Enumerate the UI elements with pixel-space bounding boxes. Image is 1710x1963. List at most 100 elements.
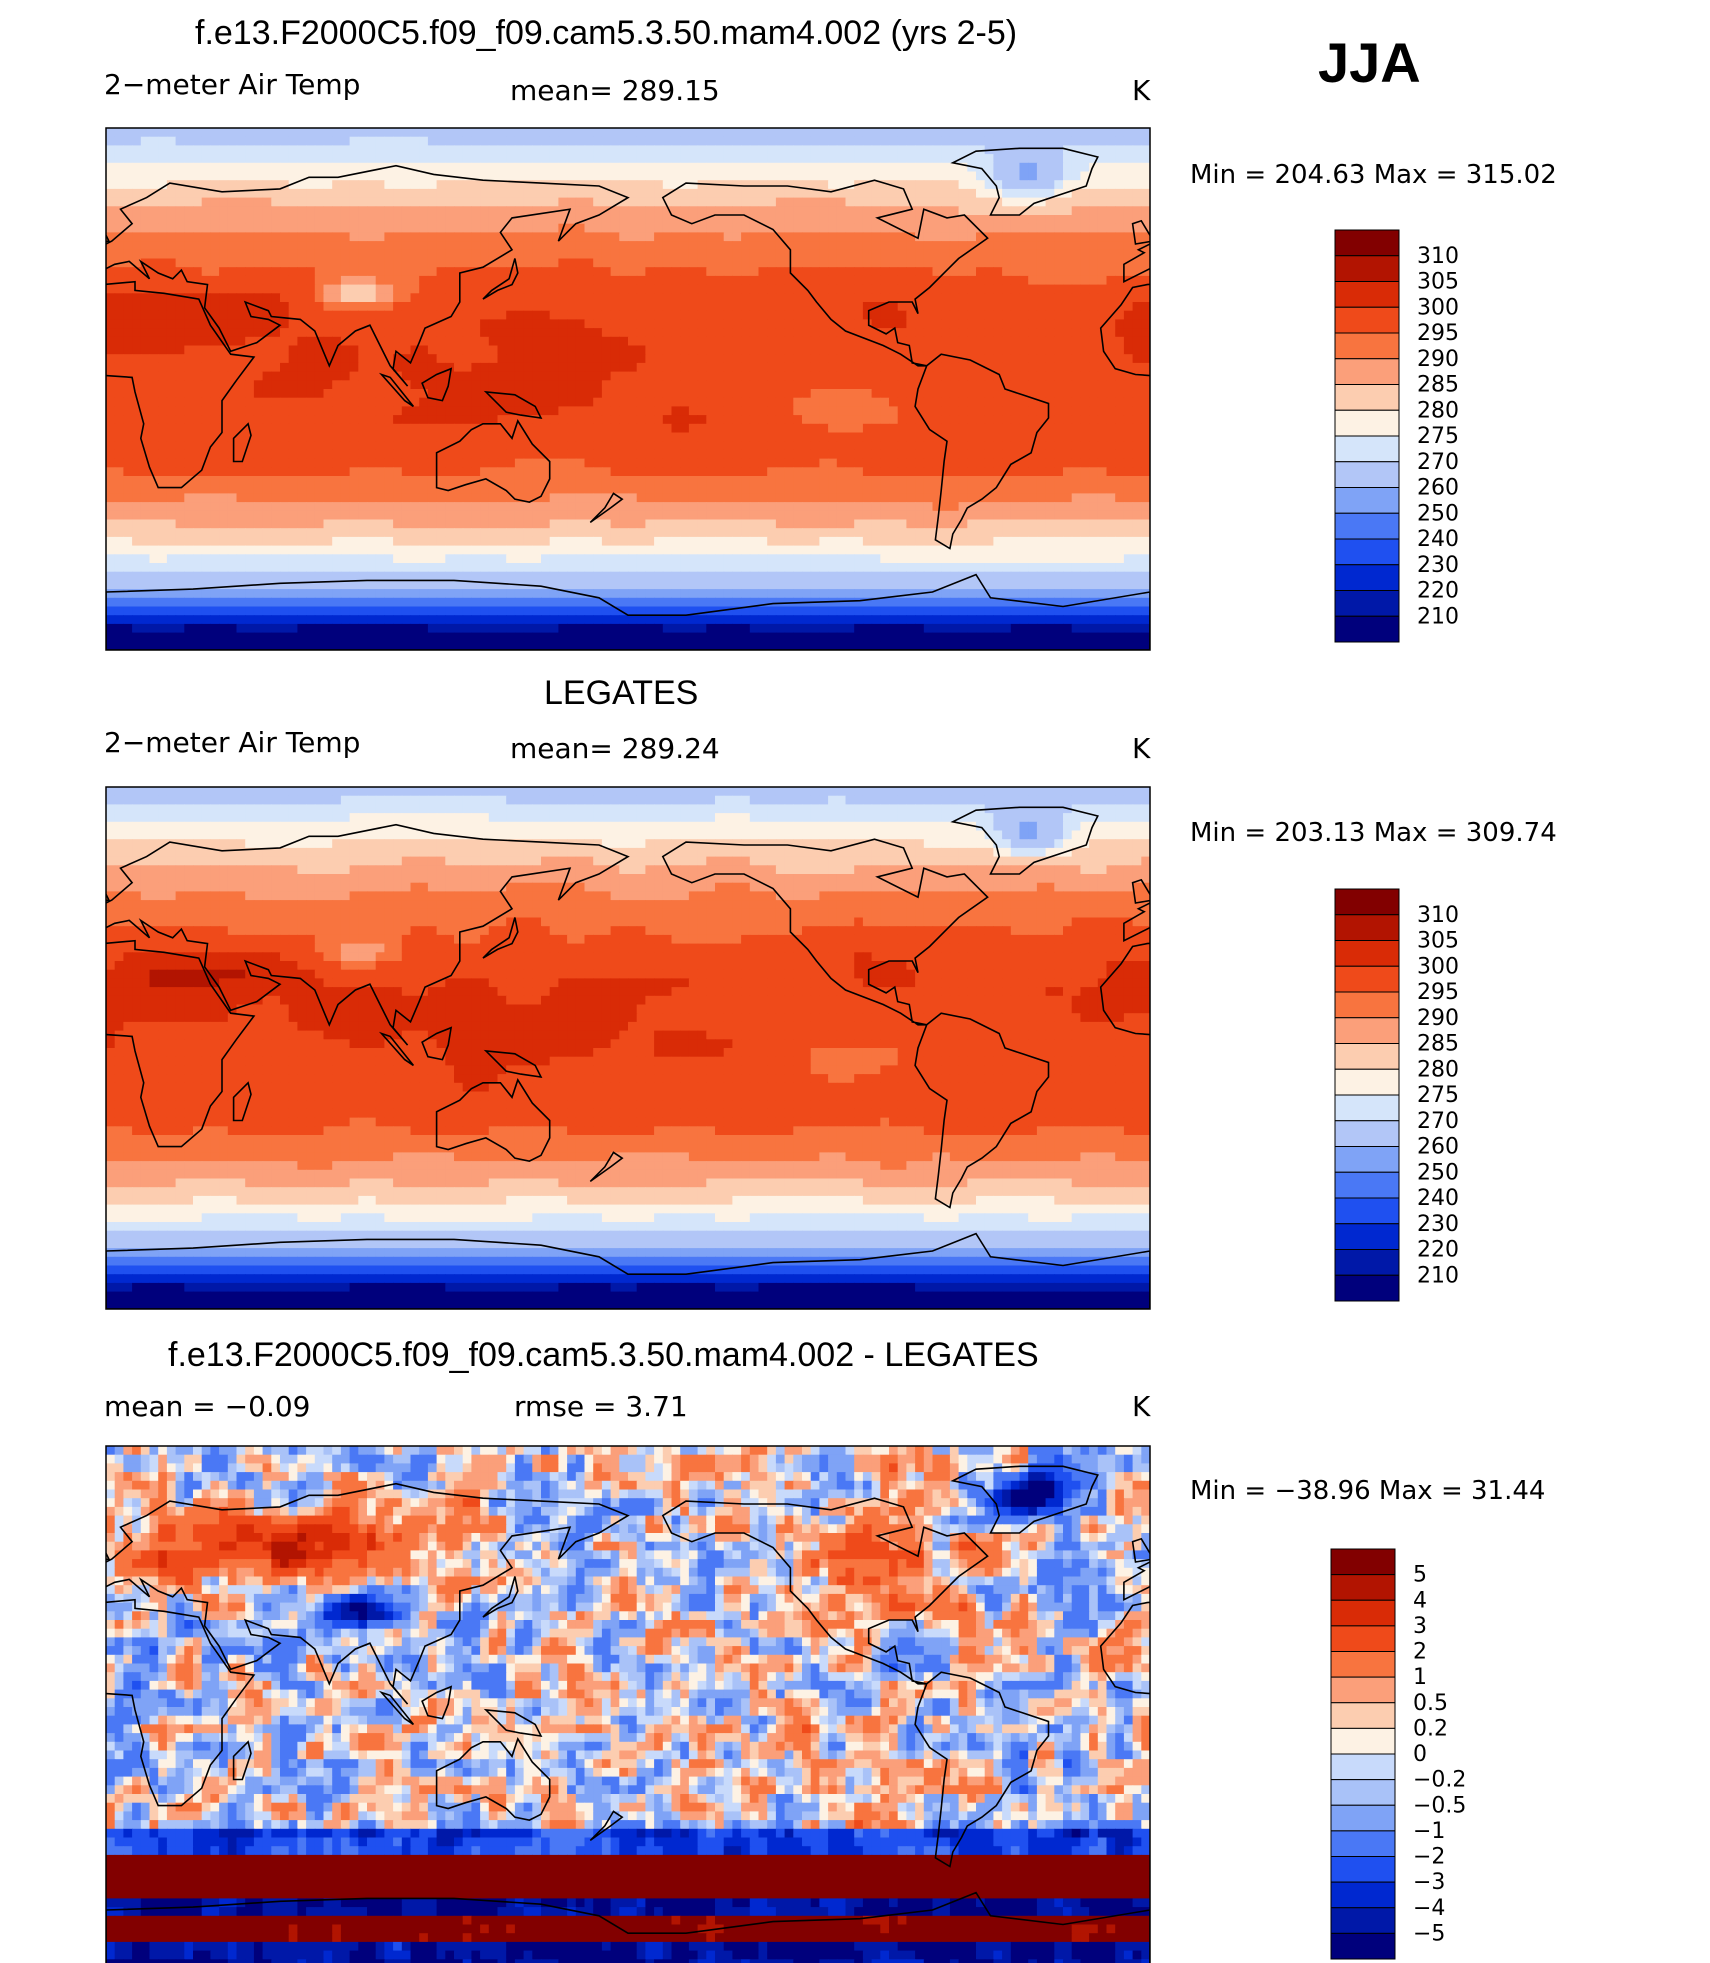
colorbar-box (1334, 358, 1400, 385)
coastline-antarctica (106, 1232, 1150, 1309)
colorbar-tick-label: 0.5 (1413, 1691, 1448, 1716)
map-panel-1 (105, 127, 1151, 651)
panel3-title: f.e13.F2000C5.f09_f09.cam5.3.50.mam4.002… (168, 1336, 1039, 1375)
panel2-variable-label: 2−meter Air Temp (104, 726, 360, 759)
coastline-newzealand (589, 1151, 624, 1183)
colorbar-tick-label: 2 (1413, 1640, 1427, 1665)
colorbar-tick-label: 0 (1413, 1742, 1427, 1767)
colorbar-tick-label: −5 (1413, 1921, 1445, 1946)
coastline-north_america (661, 838, 989, 1026)
colorbar-box (1334, 1017, 1400, 1044)
coastline-europe_asia (1123, 1561, 1150, 1601)
colorbar-tick-label: 3 (1413, 1614, 1427, 1639)
colorbar-box (1334, 409, 1400, 437)
colorbar-2: 3103053002952902852802752702602502402302… (1334, 888, 1459, 1302)
coastline-britain (1131, 878, 1150, 904)
coastline-africa (106, 280, 256, 489)
colorbar-tick-label: 240 (1417, 527, 1459, 552)
colorbar-tick-label: 310 (1417, 903, 1459, 928)
colorbar-box (1334, 965, 1400, 993)
coastline-newzealand (589, 492, 624, 524)
coastline-greenland (950, 147, 1099, 216)
coastline-japan (482, 917, 519, 959)
colorbar-tick-label: 250 (1417, 1160, 1459, 1185)
colorbar-box (1334, 991, 1400, 1019)
colorbar-tick-label: 290 (1417, 1006, 1459, 1031)
coastline-borneo (421, 367, 453, 402)
colorbar-box (1330, 1881, 1396, 1909)
colorbar-tick-label: 210 (1417, 604, 1459, 629)
coastline-africa (106, 939, 256, 1148)
colorbar-box (1330, 1753, 1396, 1781)
colorbar-box (1334, 384, 1400, 411)
panel1-title: f.e13.F2000C5.f09_f09.cam5.3.50.mam4.002… (195, 14, 1017, 53)
colorbar-box (1334, 281, 1400, 308)
colorbar-tick-label: 300 (1417, 954, 1459, 979)
map-frame-2 (105, 786, 1151, 1310)
map-frame-1 (105, 127, 1151, 651)
colorbar-tick-label: 230 (1417, 553, 1459, 578)
colorbar-box (1330, 1856, 1396, 1883)
colorbar-box (1330, 1574, 1396, 1601)
coastline-sumatra (378, 1690, 415, 1726)
colorbar-box (1330, 1599, 1396, 1627)
coastline-north_america (661, 1497, 989, 1685)
coastline-south_america (914, 353, 1050, 550)
panel1-units: K (1132, 74, 1150, 107)
coastline-newzealand (589, 1810, 624, 1842)
coastlines-1 (106, 147, 1150, 650)
colorbar-box (1334, 1068, 1400, 1096)
panel2-minmax: Min = 203.13 Max = 309.74 (1190, 818, 1557, 848)
coastline-britain (1131, 1537, 1150, 1563)
colorbar-box (1330, 1779, 1396, 1806)
colorbar-tick-label: 280 (1417, 1057, 1459, 1082)
colorbar-tick-label: 285 (1417, 373, 1459, 398)
colorbar-tick-label: −0.2 (1413, 1768, 1466, 1793)
map-panel-3 (105, 1445, 1151, 1963)
colorbar-box (1330, 1548, 1396, 1576)
panel2-title: LEGATES (544, 674, 698, 713)
colorbar-box (1334, 1274, 1400, 1302)
panel3-rmse-label: rmse = 3.71 (514, 1390, 688, 1423)
colorbar-tick-label: 220 (1417, 579, 1459, 604)
colorbar-tick-label: −2 (1413, 1845, 1445, 1870)
colorbar-tick-label: 210 (1417, 1263, 1459, 1288)
colorbar-box (1334, 255, 1400, 282)
panel1-minmax: Min = 204.63 Max = 315.02 (1190, 160, 1557, 190)
panel3-minmax: Min = −38.96 Max = 31.44 (1190, 1476, 1545, 1506)
field-cells-1 (106, 128, 1150, 650)
colorbar-box (1330, 1651, 1396, 1678)
coastline-europe_asia (106, 823, 630, 1046)
coastline-australia (435, 1078, 551, 1162)
coastline-australia (435, 1737, 551, 1821)
colorbar-tick-label: 220 (1417, 1238, 1459, 1263)
colorbar-box (1334, 1223, 1400, 1250)
coastline-madagascar (232, 1081, 252, 1122)
colorbar-box (1334, 306, 1400, 334)
colorbar-box (1334, 461, 1400, 488)
colorbar-box (1334, 1094, 1400, 1122)
colorbar-box (1334, 538, 1400, 566)
colorbar-tick-label: 1 (1413, 1665, 1427, 1690)
colorbar-box (1334, 435, 1400, 463)
colorbar-tick-label: 240 (1417, 1186, 1459, 1211)
colorbar-box (1330, 1830, 1396, 1858)
panel2-units: K (1132, 732, 1150, 765)
coastline-borneo (421, 1026, 453, 1061)
panel3-mean-label: mean = −0.09 (104, 1390, 310, 1423)
colorbar-tick-label: 250 (1417, 501, 1459, 526)
colorbar-tick-label: 260 (1417, 1135, 1459, 1160)
coastline-africa (106, 1598, 256, 1807)
coastlines-2 (106, 806, 1150, 1309)
coastline-japan (482, 1576, 519, 1618)
colorbar-tick-label: 270 (1417, 1109, 1459, 1134)
colorbar-tick-label: 275 (1417, 424, 1459, 449)
colorbar-tick-label: 310 (1417, 244, 1459, 269)
colorbar-box (1330, 1727, 1396, 1755)
colorbar-tick-label: −4 (1413, 1896, 1445, 1921)
colorbar-box (1334, 940, 1400, 967)
colorbar-box (1334, 564, 1400, 591)
colorbar-tick-label: 290 (1417, 347, 1459, 372)
coastline-antarctica (106, 1891, 1150, 1963)
